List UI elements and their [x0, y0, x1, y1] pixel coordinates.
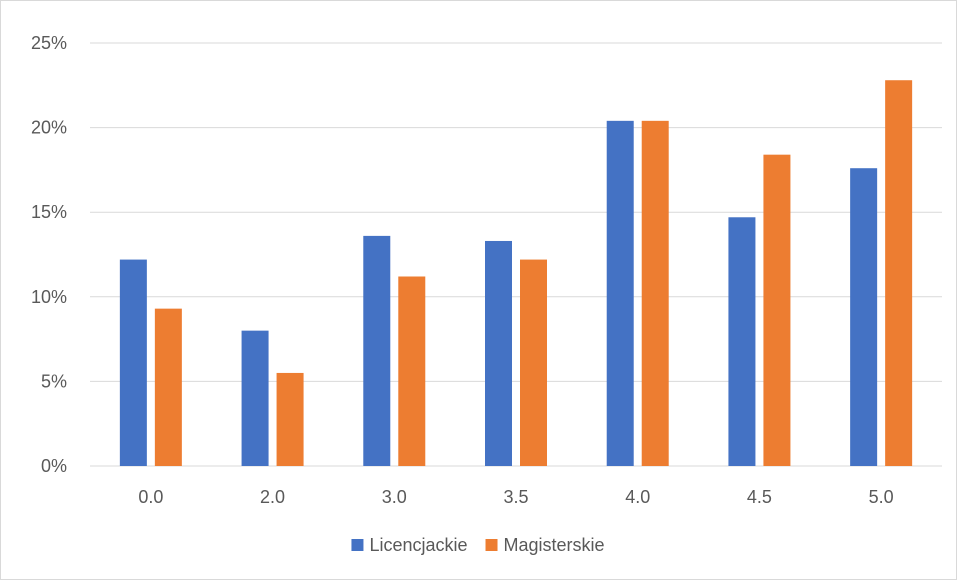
legend-swatch-licencjackie — [351, 539, 364, 551]
y-tick-label: 5% — [41, 371, 67, 391]
bar-magisterskie-5-0 — [885, 80, 913, 466]
y-tick-label: 0% — [41, 456, 67, 476]
x-tick-label: 4.0 — [625, 487, 650, 507]
bars — [119, 80, 913, 466]
y-tick-label: 20% — [31, 118, 67, 138]
bar-licencjackie-3-5 — [485, 240, 512, 466]
bar-magisterskie-3-0 — [398, 276, 426, 466]
x-tick-label: 4.5 — [747, 487, 772, 507]
x-tick-label: 3.5 — [503, 487, 528, 507]
bar-licencjackie-3-0 — [363, 235, 391, 466]
y-axis-ticks: 0% 5% 10% 15% 20% 25% — [31, 33, 67, 476]
x-tick-label: 0.0 — [138, 487, 163, 507]
x-axis-ticks: 0.0 2.0 3.0 3.5 4.0 4.5 5.0 — [138, 487, 893, 507]
bar-licencjackie-5-0 — [850, 168, 878, 466]
bar-magisterskie-4-0 — [641, 120, 669, 466]
bar-licencjackie-4-0 — [606, 120, 634, 466]
legend: Licencjackie Magisterskie — [351, 535, 605, 555]
bar-licencjackie-4-5 — [728, 217, 756, 466]
x-tick-label: 5.0 — [869, 487, 894, 507]
bar-magisterskie-0-0 — [154, 308, 182, 466]
x-tick-label: 3.0 — [382, 487, 407, 507]
y-tick-label: 10% — [31, 287, 67, 307]
gridlines — [90, 42, 942, 467]
bar-licencjackie-0-0 — [119, 259, 147, 466]
bar-magisterskie-2-0 — [276, 372, 304, 466]
legend-label-licencjackie: Licencjackie — [369, 535, 467, 555]
y-tick-label: 15% — [31, 202, 67, 222]
y-tick-label: 25% — [31, 33, 67, 53]
bar-magisterskie-4-5 — [763, 154, 791, 466]
legend-swatch-magisterskie — [485, 539, 498, 551]
bar-licencjackie-2-0 — [241, 330, 269, 466]
bar-magisterskie-3-5 — [520, 259, 547, 466]
legend-label-magisterskie: Magisterskie — [504, 535, 605, 555]
x-tick-label: 2.0 — [260, 487, 285, 507]
